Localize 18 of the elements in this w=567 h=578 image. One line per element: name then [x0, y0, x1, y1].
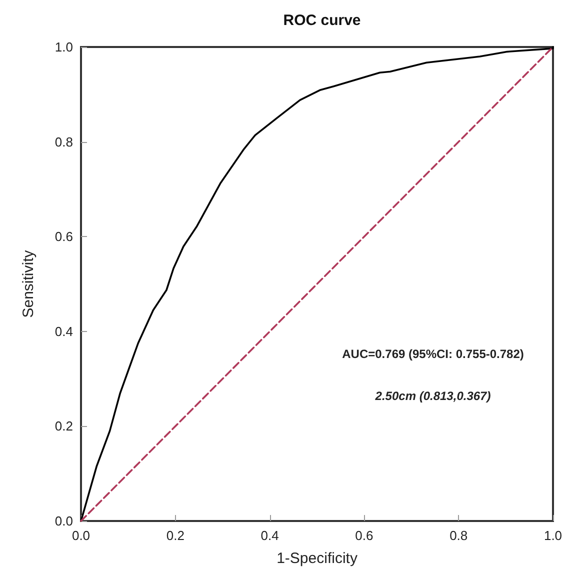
chart-title: ROC curve: [283, 12, 361, 29]
x-tick-label: 0.2: [166, 528, 184, 543]
annotation: 2.50cm (0.813,0.367): [374, 389, 491, 403]
x-tick-label: 0.8: [450, 528, 468, 543]
y-tick-label: 0.6: [54, 229, 73, 244]
line-series: [80, 46, 554, 522]
y-tick-label: 0.2: [54, 418, 73, 434]
y-tick-label: 1.0: [54, 40, 73, 54]
annotation: AUC=0.769 (95%CI: 0.755-0.782): [342, 347, 524, 361]
x-tick-label: 0.0: [72, 528, 90, 543]
y-tick-label: 0.0: [54, 514, 73, 528]
x-tick-label: 0.6: [355, 528, 374, 543]
y-axis-title: Sensitivity: [20, 250, 37, 318]
x-tick-label: 1.0: [544, 528, 562, 543]
y-tick-label: 0.4: [54, 324, 73, 339]
x-axis-title: 1-Specificity: [276, 550, 358, 567]
x-tick-label: 0.4: [260, 528, 279, 543]
y-tick-label: 0.8: [54, 134, 73, 150]
